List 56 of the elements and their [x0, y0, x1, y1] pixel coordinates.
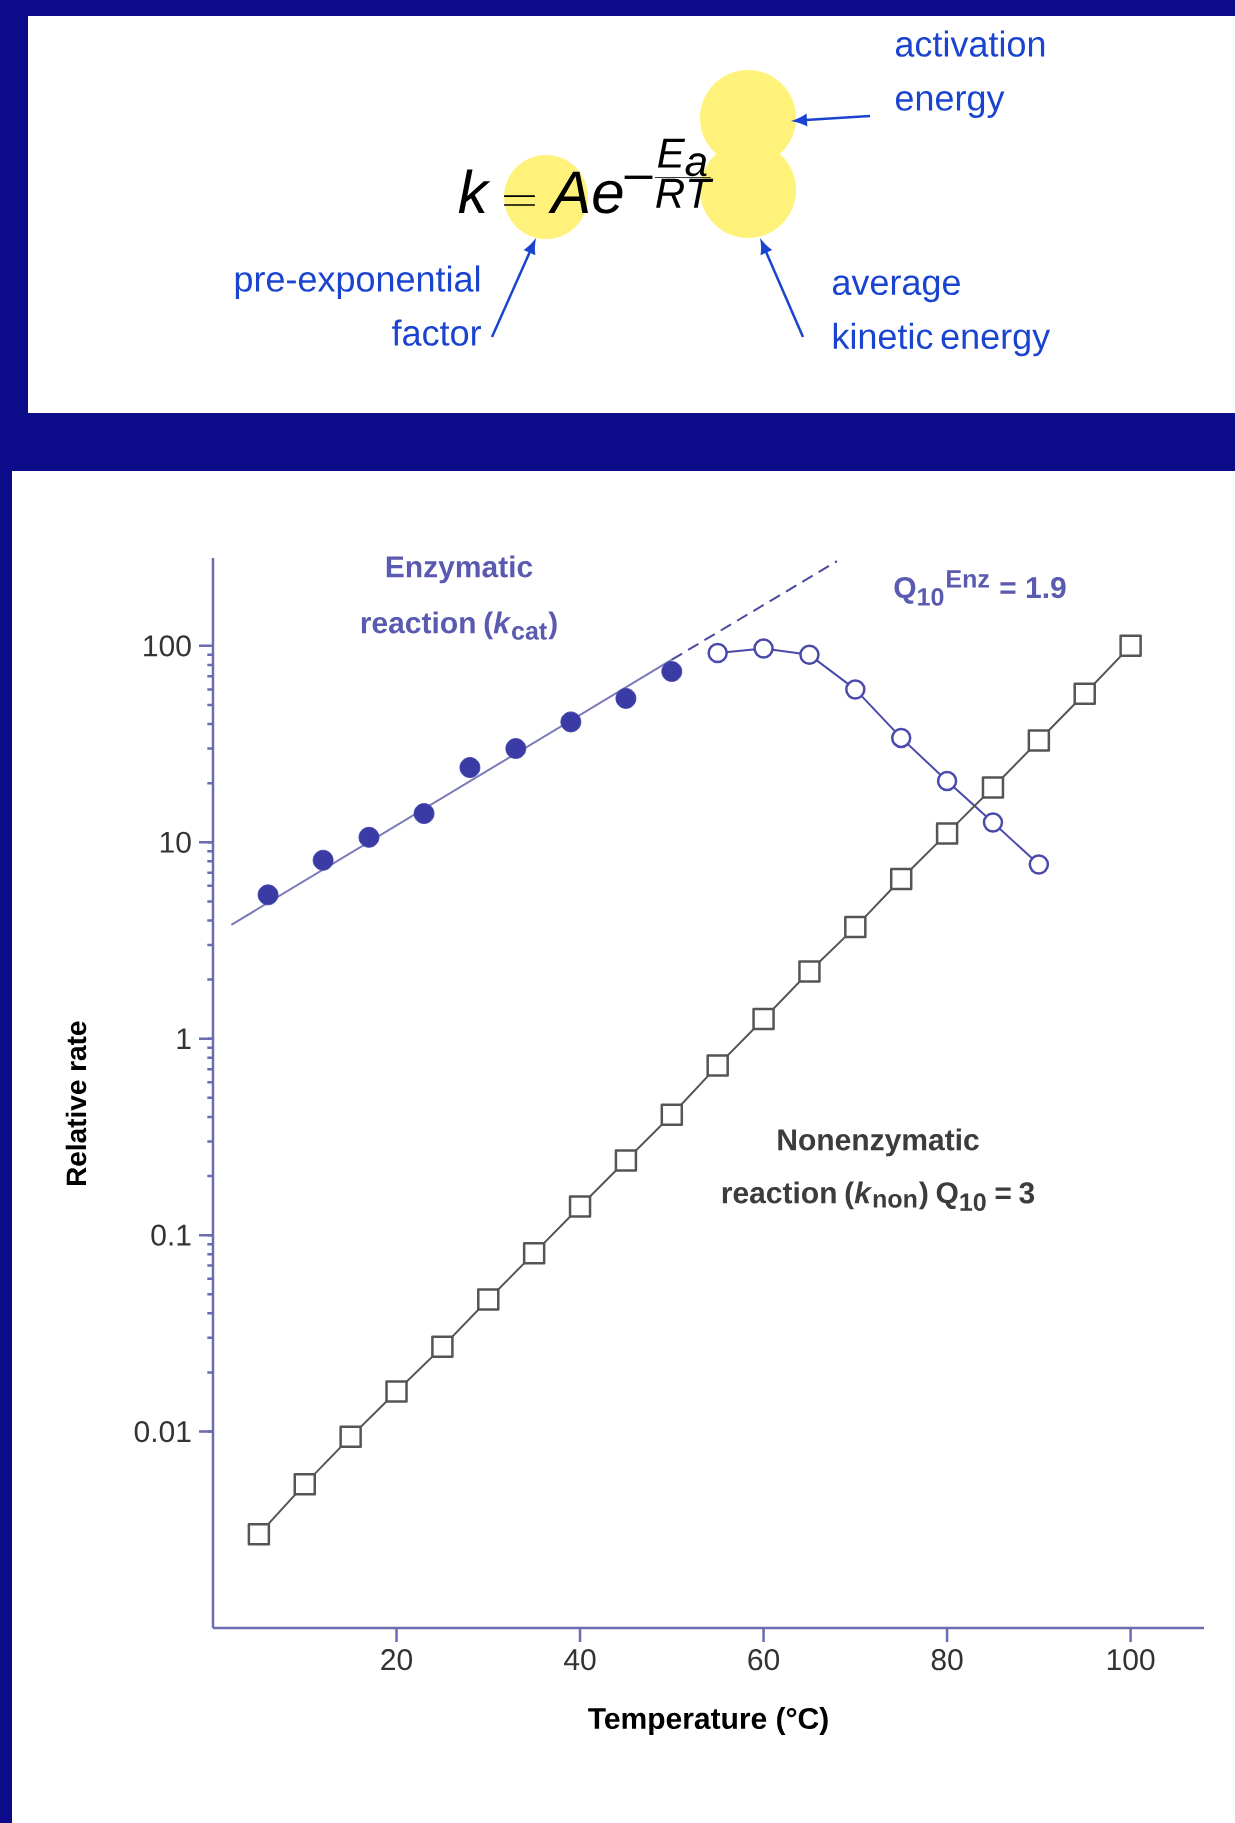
annotation: Q$_{10}$$^{Enz}$ = 1.9: [894, 570, 1066, 606]
point: [890, 727, 912, 749]
point: [615, 688, 637, 709]
point: [798, 960, 821, 983]
point: [982, 812, 1004, 833]
point: [505, 738, 527, 759]
y-tick-label: 100: [144, 635, 191, 657]
point: [257, 884, 279, 906]
point: [799, 644, 820, 666]
x-tick-label: 80: [931, 1649, 963, 1671]
point: [413, 803, 435, 824]
x-axis-title: Temperature (°C): [588, 1707, 828, 1736]
annotation: Enzymatic reaction (k$_{cat}$): [361, 555, 557, 640]
y-tick-label: 0.1: [151, 1224, 191, 1246]
point: [568, 1195, 592, 1218]
text: $k = A e^{-\frac{E_a}{RT}}$: [458, 138, 714, 214]
y-axis-title: Relative rate: [65, 1021, 87, 1186]
point: [844, 915, 867, 939]
point: [614, 1149, 638, 1172]
point: [889, 867, 913, 891]
point: [660, 1103, 684, 1127]
point: [1119, 634, 1142, 658]
point: [1028, 854, 1050, 875]
text: activation energy: [895, 30, 1045, 118]
point: [247, 1523, 271, 1546]
point: [707, 642, 728, 664]
text: average kinetic energy: [832, 275, 1051, 357]
point: [706, 1054, 729, 1077]
point: [293, 1472, 317, 1496]
point: [522, 1241, 546, 1265]
x-tick-label: 20: [381, 1649, 413, 1671]
point: [845, 679, 866, 700]
point: [1027, 729, 1051, 752]
text: pre-exponential factor: [235, 265, 481, 346]
point: [1073, 682, 1096, 706]
x-tick-label: 40: [564, 1649, 596, 1671]
point: [936, 770, 958, 792]
point: [752, 1007, 775, 1031]
annotation: Nonenzymatic reaction (k$_{non}$) Q$_{10}$ = 3: [722, 1128, 1035, 1211]
point: [935, 822, 959, 845]
point: [312, 849, 334, 871]
y-tick-label: 10: [160, 831, 191, 853]
point: [981, 776, 1005, 799]
point: [560, 711, 582, 733]
point: [753, 638, 774, 659]
x-tick-label: 100: [1107, 1649, 1155, 1671]
point: [431, 1335, 454, 1359]
point: [339, 1425, 362, 1449]
y-tick-label: 0.01: [134, 1420, 191, 1443]
point: [358, 826, 380, 848]
x-tick-label: 60: [748, 1649, 780, 1671]
point: [477, 1288, 500, 1311]
y-tick-label: 1: [177, 1028, 191, 1050]
point: [385, 1380, 408, 1403]
point: [661, 661, 683, 682]
point: [459, 757, 481, 778]
